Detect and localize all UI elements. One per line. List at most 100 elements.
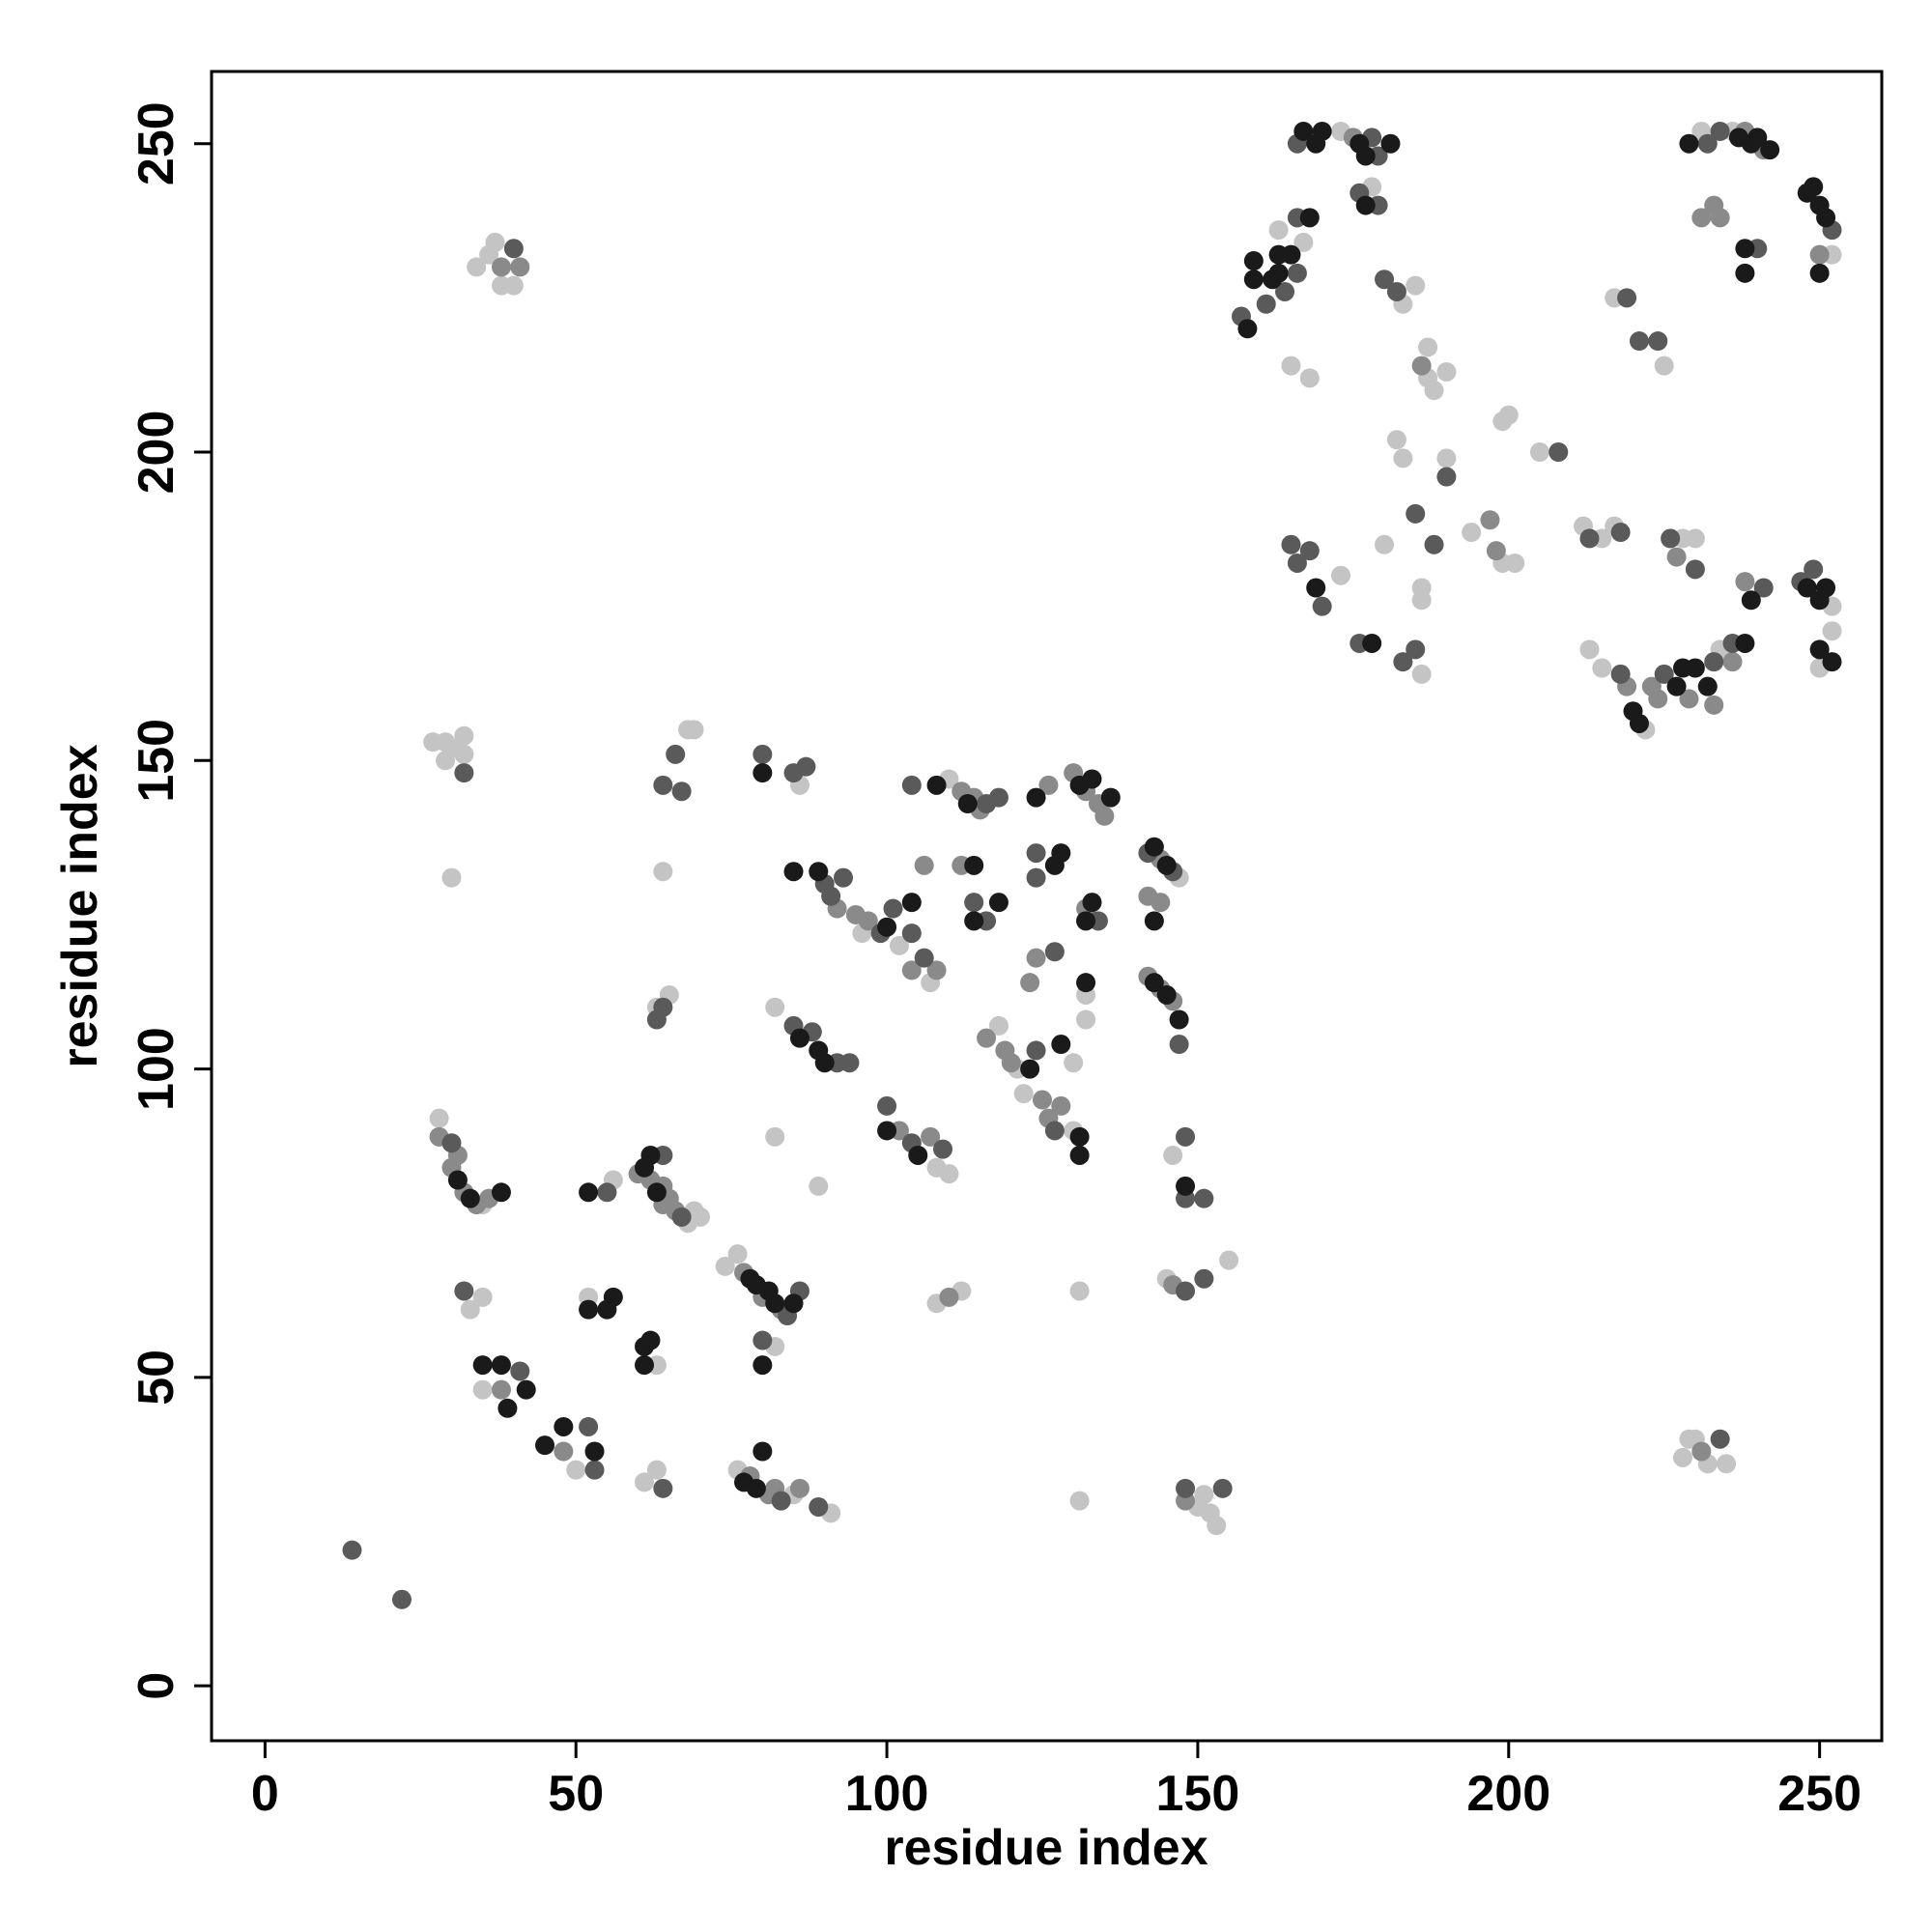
point <box>1013 1084 1034 1104</box>
point <box>1176 1281 1196 1301</box>
point <box>1629 331 1649 352</box>
point <box>1069 1145 1090 1165</box>
point <box>1169 1009 1189 1030</box>
point <box>834 867 854 888</box>
point <box>957 793 978 813</box>
point <box>883 898 903 919</box>
point <box>1673 1447 1693 1467</box>
point <box>1735 263 1755 283</box>
point <box>1256 294 1276 314</box>
point <box>1051 1035 1071 1055</box>
point <box>783 862 804 882</box>
point <box>1411 590 1432 611</box>
point <box>1654 355 1674 376</box>
x-tick-label: 200 <box>1466 1766 1550 1822</box>
point <box>1076 1009 1096 1030</box>
point <box>1804 177 1824 197</box>
point <box>1685 528 1705 549</box>
point <box>1380 133 1401 154</box>
point <box>901 893 922 913</box>
point <box>1194 1188 1214 1208</box>
point <box>1375 534 1395 554</box>
point <box>579 1299 599 1320</box>
point <box>1386 281 1406 301</box>
y-tick-label: 200 <box>128 411 185 495</box>
point <box>1393 448 1413 469</box>
point <box>1069 1126 1090 1147</box>
point <box>1293 232 1314 252</box>
point <box>926 775 947 795</box>
point <box>1219 1250 1239 1270</box>
point <box>1268 263 1289 283</box>
point <box>1436 467 1457 487</box>
point <box>491 1379 511 1400</box>
point <box>1393 652 1413 672</box>
point <box>454 1281 474 1301</box>
point <box>1243 251 1264 271</box>
point <box>1212 1478 1233 1498</box>
point <box>579 1416 599 1436</box>
point <box>746 1478 766 1498</box>
point <box>1268 220 1289 241</box>
point <box>1176 1176 1196 1196</box>
point <box>1281 355 1301 376</box>
point <box>727 1244 748 1264</box>
point <box>977 1028 997 1048</box>
point <box>1069 1491 1090 1511</box>
point <box>1679 133 1699 154</box>
point <box>1144 911 1164 931</box>
point <box>1424 381 1444 401</box>
point <box>1044 942 1065 962</box>
point <box>1685 559 1705 580</box>
point <box>753 1330 773 1350</box>
point <box>1804 559 1824 580</box>
point <box>491 1355 511 1376</box>
point <box>491 1182 511 1203</box>
point <box>1648 689 1668 709</box>
point <box>584 1441 605 1462</box>
point <box>1704 652 1724 672</box>
point <box>1306 578 1326 598</box>
point <box>1237 319 1258 339</box>
point <box>914 948 934 968</box>
point <box>671 1207 692 1227</box>
x-axis-label: residue index <box>884 1820 1208 1876</box>
point <box>510 257 530 277</box>
point <box>939 1164 959 1184</box>
point <box>1163 1145 1183 1165</box>
point <box>1760 140 1780 160</box>
point <box>603 1287 623 1307</box>
point <box>454 725 474 746</box>
point <box>1094 806 1115 826</box>
x-tick-label: 250 <box>1777 1766 1861 1822</box>
point <box>821 886 841 906</box>
point <box>1051 843 1071 864</box>
point <box>1406 503 1426 524</box>
y-tick-label: 50 <box>128 1350 185 1406</box>
point <box>1704 695 1724 715</box>
point <box>566 1460 586 1480</box>
point <box>597 1182 617 1203</box>
point <box>503 275 524 296</box>
point <box>988 893 1009 913</box>
point <box>1797 578 1817 598</box>
point <box>908 1145 928 1165</box>
point <box>535 1435 555 1456</box>
point <box>1424 534 1444 554</box>
point <box>684 720 704 740</box>
point <box>1462 523 1482 543</box>
point <box>1355 146 1376 166</box>
point <box>1822 652 1842 672</box>
point <box>901 775 922 795</box>
point <box>1436 448 1457 469</box>
point <box>472 1379 493 1400</box>
point <box>1661 528 1681 549</box>
point <box>1312 121 1332 141</box>
point <box>1032 1090 1052 1110</box>
point <box>858 911 878 931</box>
point <box>1026 843 1046 864</box>
point <box>964 893 984 913</box>
point <box>1299 368 1320 388</box>
point <box>877 1095 897 1116</box>
